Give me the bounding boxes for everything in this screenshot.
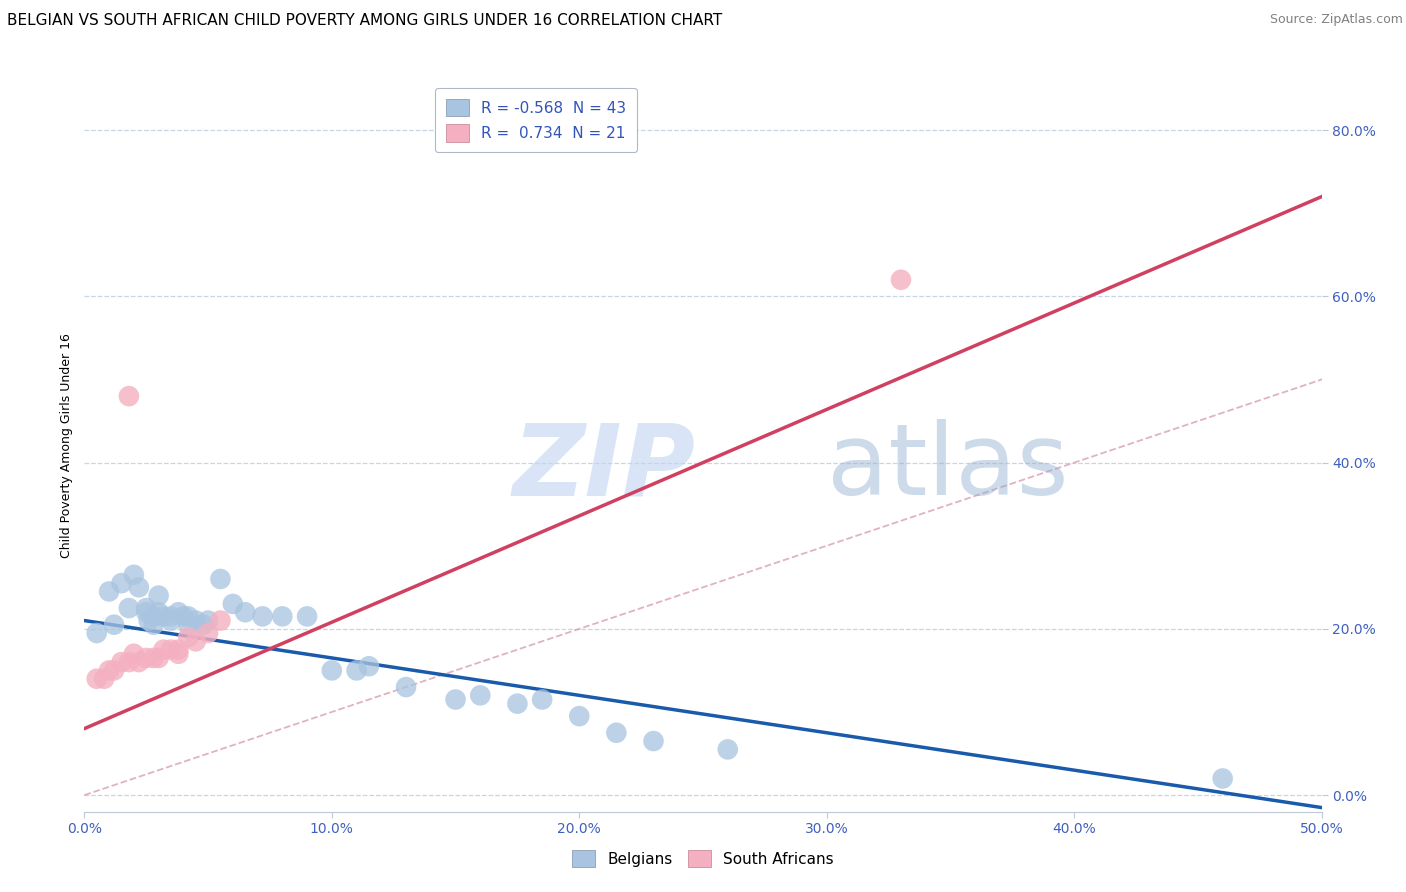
Point: [643, 734, 665, 748]
Point: [209, 614, 232, 628]
Point: [357, 659, 380, 673]
Point: [531, 692, 554, 706]
Point: [321, 664, 343, 678]
Point: [890, 273, 912, 287]
Point: [506, 697, 529, 711]
Point: [128, 580, 150, 594]
Point: [717, 742, 740, 756]
Point: [184, 614, 207, 628]
Y-axis label: Child Poverty Among Girls Under 16: Child Poverty Among Girls Under 16: [60, 334, 73, 558]
Point: [1212, 772, 1234, 786]
Point: [197, 614, 219, 628]
Point: [167, 605, 190, 619]
Point: [135, 651, 157, 665]
Point: [152, 642, 174, 657]
Point: [118, 601, 141, 615]
Point: [118, 655, 141, 669]
Point: [160, 642, 183, 657]
Point: [148, 651, 170, 665]
Point: [98, 584, 121, 599]
Text: BELGIAN VS SOUTH AFRICAN CHILD POVERTY AMONG GIRLS UNDER 16 CORRELATION CHART: BELGIAN VS SOUTH AFRICAN CHILD POVERTY A…: [7, 13, 723, 29]
Point: [252, 609, 274, 624]
Point: [470, 689, 492, 703]
Point: [98, 664, 121, 678]
Point: [172, 609, 194, 624]
Legend: Belgians, South Africans: Belgians, South Africans: [567, 844, 839, 873]
Point: [177, 609, 200, 624]
Point: [103, 617, 125, 632]
Point: [110, 655, 132, 669]
Point: [152, 609, 174, 624]
Point: [160, 609, 183, 624]
Point: [135, 605, 157, 619]
Text: Source: ZipAtlas.com: Source: ZipAtlas.com: [1270, 13, 1403, 27]
Point: [135, 601, 157, 615]
Point: [346, 664, 368, 678]
Point: [184, 634, 207, 648]
Point: [295, 609, 318, 624]
Point: [142, 609, 165, 624]
Point: [197, 626, 219, 640]
Point: [209, 572, 232, 586]
Point: [167, 647, 190, 661]
Point: [128, 655, 150, 669]
Point: [160, 614, 183, 628]
Point: [271, 609, 294, 624]
Point: [110, 576, 132, 591]
Point: [142, 651, 165, 665]
Point: [148, 605, 170, 619]
Point: [233, 605, 256, 619]
Text: ZIP: ZIP: [513, 419, 696, 516]
Point: [191, 617, 214, 632]
Text: atlas: atlas: [827, 419, 1069, 516]
Point: [122, 567, 145, 582]
Point: [605, 725, 627, 739]
Point: [222, 597, 245, 611]
Point: [177, 617, 200, 632]
Point: [142, 617, 165, 632]
Point: [93, 672, 115, 686]
Point: [122, 647, 145, 661]
Point: [86, 626, 108, 640]
Point: [444, 692, 467, 706]
Point: [167, 642, 190, 657]
Point: [177, 630, 200, 644]
Point: [148, 589, 170, 603]
Point: [118, 389, 141, 403]
Point: [395, 680, 418, 694]
Point: [568, 709, 591, 723]
Point: [86, 672, 108, 686]
Point: [103, 664, 125, 678]
Point: [138, 614, 160, 628]
